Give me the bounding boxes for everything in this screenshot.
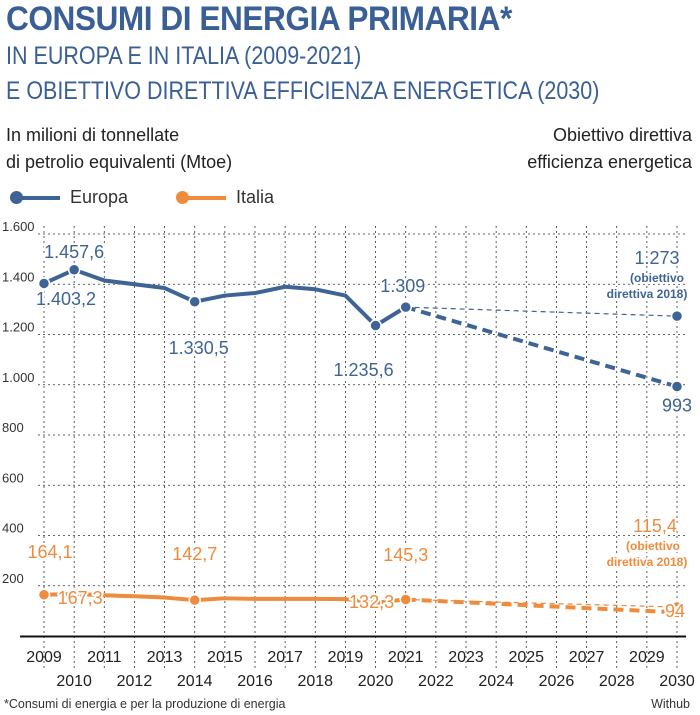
x-tick-label: 2024	[478, 673, 514, 690]
x-tick-label: 2029	[629, 649, 665, 666]
y-tick-label: 600	[2, 470, 24, 485]
credit: Withub	[651, 697, 690, 711]
x-tick-label: 2011	[87, 649, 122, 666]
italy-label-2014: 142,7	[172, 544, 217, 564]
italy-point	[399, 593, 412, 606]
x-tick-label: 2020	[358, 673, 394, 690]
x-tick-label: 2018	[297, 673, 333, 690]
chart-title: CONSUMI DI ENERGIA PRIMARIA*	[6, 0, 512, 38]
europe-point	[369, 319, 382, 332]
europe-label-target-note1: (obiettivo	[630, 271, 684, 285]
italy-target-line	[405, 598, 678, 608]
europe-series-line	[43, 267, 407, 328]
y-tick-label: 400	[2, 521, 24, 536]
x-tick-label: 2026	[539, 673, 575, 690]
europe-target-line	[405, 306, 678, 317]
y-tick-label: 1.600	[2, 219, 35, 234]
europe-point	[67, 263, 81, 277]
y-tick-label: 1.200	[2, 320, 35, 335]
italy-label-2021: 145,3	[383, 545, 428, 565]
unit-label: In milioni di tonnellate di petrolio equ…	[6, 122, 232, 176]
unit-label-line2: di petrolio equivalenti (Mtoe)	[6, 152, 233, 172]
italy-point	[369, 596, 382, 610]
europe-point	[188, 295, 201, 308]
europe-point	[37, 277, 51, 290]
europe-projection-line	[405, 305, 678, 389]
x-tick-label: 2022	[418, 673, 454, 690]
target-label-line1: Obiettivo direttiva	[552, 125, 692, 145]
x-tick-label: 2030	[659, 673, 695, 690]
legend-europe-swatch	[10, 190, 60, 204]
italy-label-target-note1: (obiettivo	[626, 539, 680, 553]
target-label: Obiettivo direttiva efficienza energetic…	[527, 122, 692, 176]
x-tick-label: 2009	[26, 649, 62, 666]
legend-italy-swatch	[176, 190, 226, 204]
italy-point	[188, 593, 201, 607]
x-tick-label: 2013	[147, 649, 183, 666]
y-tick-label: 1.400	[2, 269, 35, 284]
x-tick-label: 2012	[117, 673, 153, 690]
europe-label-2010: 1.457,6	[44, 242, 104, 262]
x-tick-label: 2015	[207, 649, 243, 666]
europe-label-target-note2: direttiva 2018)	[607, 287, 688, 301]
europe-label-2020: 1.235,6	[334, 360, 394, 380]
italy-label-target-note2: direttiva 2018)	[607, 555, 688, 569]
italy-projection-point	[670, 606, 684, 619]
italy-label-target: 115,4	[633, 516, 677, 536]
italy-projection-line	[405, 597, 678, 615]
x-tick-label: 2025	[508, 649, 544, 666]
x-tick-label: 2014	[177, 673, 213, 690]
europe-projection-point	[670, 380, 684, 393]
italy-label-2010: 167,3	[58, 588, 103, 608]
europe-label-projection: 993	[662, 396, 692, 416]
italy-series-line	[43, 591, 406, 605]
europe-label-2021: 1.309	[380, 276, 425, 296]
italy-label-2020: 132,3	[349, 592, 394, 612]
italy-point	[37, 588, 51, 602]
x-tick-label: 2019	[328, 649, 364, 666]
europe-point	[399, 300, 412, 314]
x-tick-label: 2027	[569, 649, 605, 666]
italy-point	[67, 587, 81, 601]
y-tick-label: 200	[2, 571, 24, 586]
y-tick-label: 800	[2, 420, 24, 435]
europe-label-2009: 1.403,2	[36, 289, 96, 309]
legend-europe-label: Europa	[70, 187, 129, 207]
unit-label-line1: In milioni di tonnellate	[6, 125, 180, 145]
italy-label-projection: 94	[665, 601, 685, 621]
x-tick-label: 2028	[599, 673, 635, 690]
chart-subtitle-line1: IN EUROPA E IN ITALIA (2009-2021)	[6, 42, 362, 70]
target-label-line2: efficienza energetica	[527, 152, 692, 172]
chart-subtitle-line2: E OBIETTIVO DIRETTIVA EFFICIENZA ENERGET…	[6, 77, 600, 105]
x-tick-label: 2021	[388, 649, 424, 666]
x-tick-label: 2023	[448, 649, 484, 666]
x-tick-label: 2016	[237, 673, 273, 690]
europe-label-target: 1.273	[634, 248, 679, 268]
europe-label-2014: 1.330,5	[169, 338, 229, 358]
italy-label-2009: 164,1	[27, 542, 72, 562]
legend-italy: Italia	[176, 187, 275, 208]
y-tick-label: 1.000	[2, 370, 35, 385]
footnote: *Consumi di energia e per la produzione …	[4, 697, 286, 711]
europe-target-point	[670, 309, 684, 323]
legend-europe: Europa	[10, 187, 129, 208]
x-tick-label: 2010	[56, 673, 92, 690]
legend-italy-label: Italia	[236, 187, 275, 207]
x-tick-label: 2017	[267, 649, 303, 666]
